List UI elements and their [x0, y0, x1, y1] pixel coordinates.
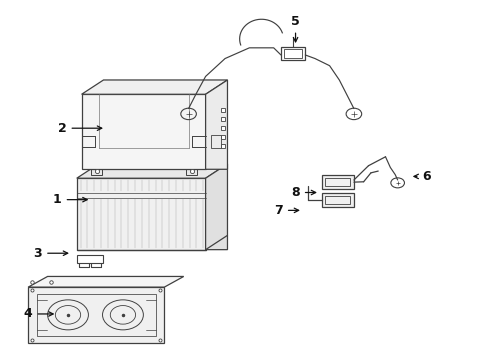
Bar: [322, 193, 353, 207]
Text: 1: 1: [53, 193, 87, 206]
Bar: [81, 94, 205, 169]
Text: 2: 2: [58, 122, 102, 135]
Text: 8: 8: [291, 186, 315, 199]
Bar: [28, 287, 164, 342]
Polygon shape: [81, 80, 227, 94]
Polygon shape: [77, 164, 227, 178]
Bar: [211, 135, 221, 148]
Bar: [322, 175, 353, 189]
Bar: [281, 47, 305, 60]
Text: 6: 6: [413, 170, 430, 183]
Text: 7: 7: [274, 204, 298, 217]
Bar: [77, 255, 103, 263]
Bar: [325, 196, 350, 204]
Text: 5: 5: [290, 14, 299, 42]
Bar: [186, 168, 197, 175]
Bar: [284, 49, 301, 58]
Bar: [77, 178, 205, 249]
Text: 4: 4: [24, 307, 53, 320]
Bar: [37, 294, 155, 336]
Polygon shape: [205, 164, 227, 249]
Bar: [325, 178, 350, 186]
Polygon shape: [205, 80, 227, 169]
Text: 3: 3: [34, 247, 67, 260]
Polygon shape: [28, 276, 183, 287]
Bar: [91, 168, 102, 175]
